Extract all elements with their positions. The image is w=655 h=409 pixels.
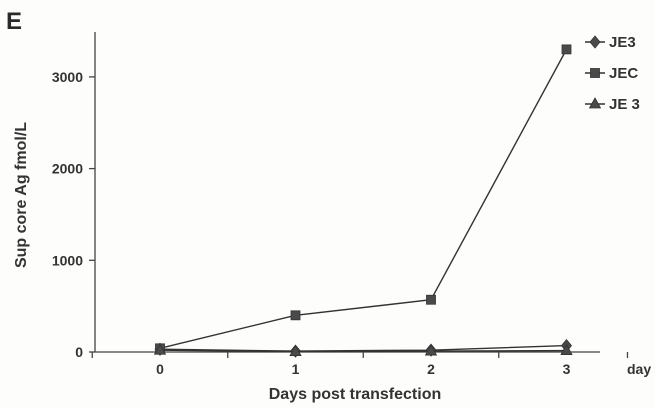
y-tick-label: 2000	[52, 161, 83, 177]
legend-swatch-marker	[589, 35, 601, 49]
y-tick-label: 3000	[52, 69, 83, 85]
y-tick-label: 0	[75, 344, 83, 360]
legend-item: JEC	[585, 65, 638, 82]
legend-swatch-marker	[588, 97, 602, 109]
data-point-marker	[424, 344, 438, 356]
legend-label: JE3	[609, 34, 636, 51]
series-line	[159, 349, 567, 353]
legend-label: JE 3	[609, 96, 640, 113]
series-2	[155, 44, 572, 354]
series-line	[159, 49, 568, 350]
series-group	[153, 44, 573, 358]
y-axis-ticks: 0 1000 2000 3000	[52, 69, 95, 360]
legend-label: JEC	[609, 65, 638, 82]
x-tick-label: 3	[563, 361, 571, 377]
data-point-marker	[290, 310, 301, 321]
legend-item: JE3	[585, 34, 636, 51]
data-point-marker	[561, 44, 572, 55]
data-point-marker	[153, 343, 167, 355]
x-axis-title: Days post transfection	[269, 386, 441, 403]
x-axis-unit-label: day	[627, 361, 651, 377]
data-point-marker	[289, 344, 302, 356]
legend-swatch-marker	[590, 68, 600, 78]
legend: JE3 JEC JE 3	[585, 34, 640, 113]
y-axis-title: Sup core Ag fmol/L	[13, 122, 30, 268]
series-3	[153, 343, 573, 356]
legend-item: JE 3	[585, 96, 640, 113]
data-point-marker	[426, 294, 436, 305]
y-tick-label: 1000	[52, 252, 83, 268]
x-axis-ticks: 0 1 2 3	[91, 352, 629, 377]
x-tick-label: 1	[292, 361, 300, 377]
x-tick-label: 0	[156, 361, 164, 377]
data-point-marker	[560, 343, 573, 356]
x-tick-label: 2	[427, 361, 435, 377]
panel-label: E	[6, 8, 22, 35]
